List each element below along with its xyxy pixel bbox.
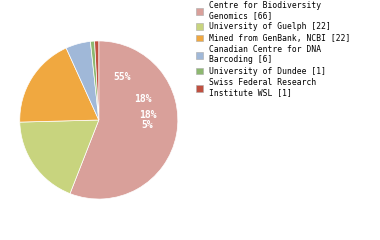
Wedge shape bbox=[70, 41, 178, 199]
Text: 5%: 5% bbox=[142, 120, 154, 130]
Legend: Centre for Biodiversity
Genomics [66], University of Guelph [22], Mined from Gen: Centre for Biodiversity Genomics [66], U… bbox=[194, 0, 352, 99]
Wedge shape bbox=[20, 120, 99, 194]
Text: 18%: 18% bbox=[139, 110, 156, 120]
Wedge shape bbox=[90, 41, 99, 120]
Text: 18%: 18% bbox=[135, 95, 152, 104]
Wedge shape bbox=[66, 42, 99, 120]
Wedge shape bbox=[20, 48, 99, 122]
Wedge shape bbox=[95, 41, 99, 120]
Text: 55%: 55% bbox=[113, 72, 131, 82]
